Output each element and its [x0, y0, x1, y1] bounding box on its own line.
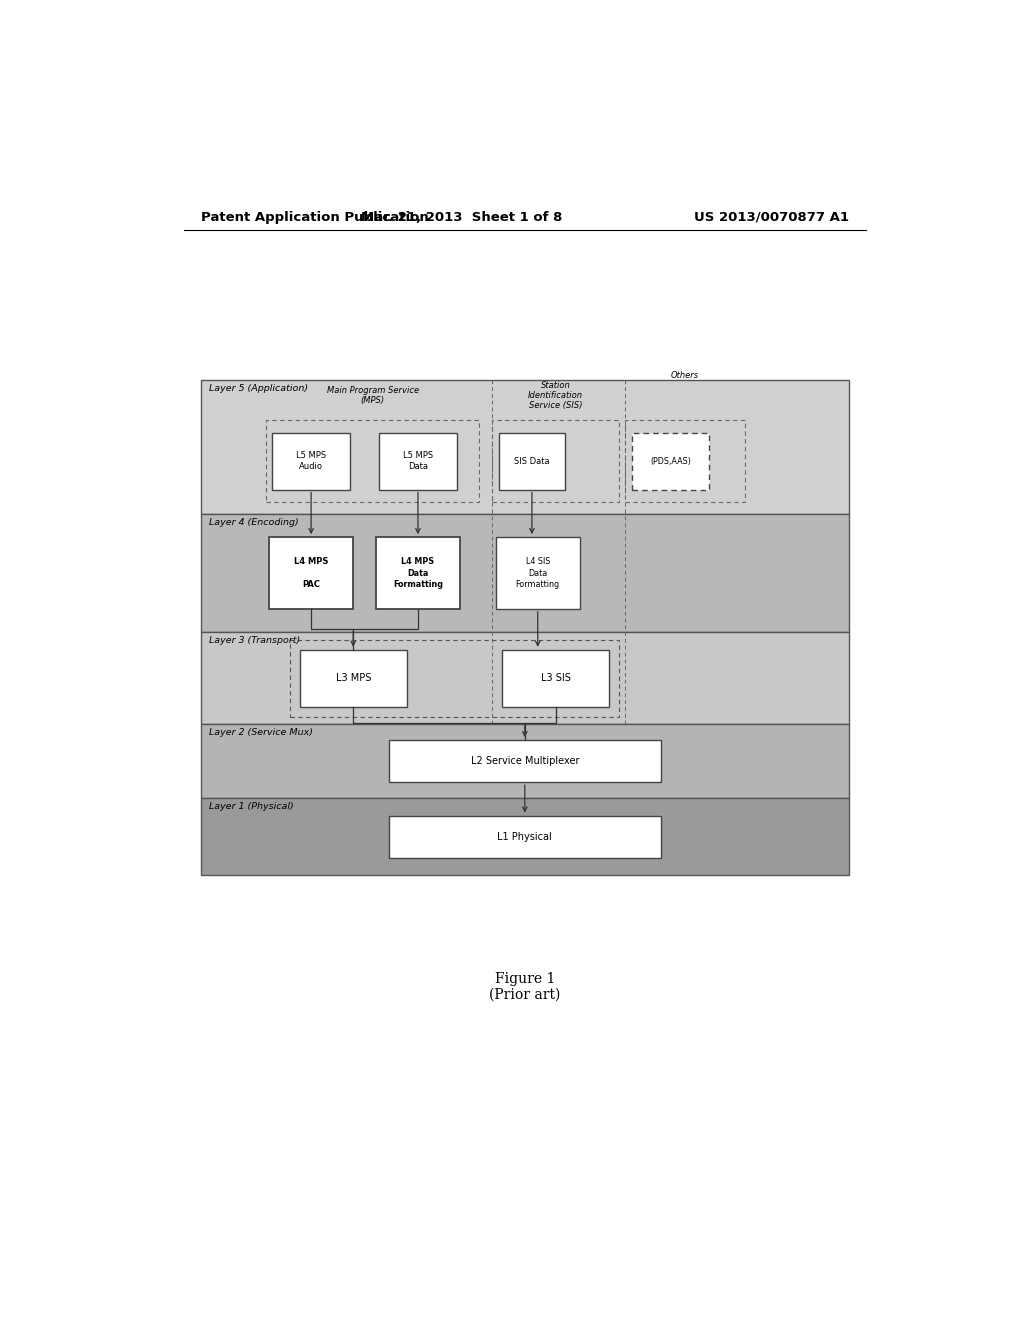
Text: L2 Service Multiplexer: L2 Service Multiplexer — [471, 756, 579, 766]
Text: L5 MPS
Audio: L5 MPS Audio — [296, 451, 327, 471]
Text: Patent Application Publication: Patent Application Publication — [201, 211, 429, 224]
Text: (PDS,AAS): (PDS,AAS) — [650, 457, 691, 466]
Bar — [269, 537, 353, 609]
Bar — [300, 649, 407, 706]
Bar — [290, 640, 618, 717]
Bar — [376, 537, 460, 609]
Text: L4 MPS
Data
Formatting: L4 MPS Data Formatting — [393, 557, 443, 589]
Bar — [632, 433, 710, 490]
Bar — [389, 816, 660, 858]
Text: L1 Physical: L1 Physical — [498, 832, 552, 842]
Bar — [272, 433, 350, 490]
Bar — [201, 632, 849, 723]
Text: L5 MPS
Data: L5 MPS Data — [402, 451, 433, 471]
Bar — [379, 433, 457, 490]
Text: Station
Identification
Service (SIS): Station Identification Service (SIS) — [528, 380, 583, 411]
Text: US 2013/0070877 A1: US 2013/0070877 A1 — [693, 211, 849, 224]
Bar — [201, 799, 849, 875]
Text: Main Program Service
(MPS): Main Program Service (MPS) — [327, 385, 419, 405]
Bar — [502, 649, 609, 706]
Text: Mar. 21, 2013  Sheet 1 of 8: Mar. 21, 2013 Sheet 1 of 8 — [360, 211, 562, 224]
Text: L4 MPS

PAC: L4 MPS PAC — [294, 557, 329, 589]
Bar — [201, 380, 849, 513]
Text: Others: Others — [671, 371, 699, 380]
Text: L4 SIS
Data
Formatting: L4 SIS Data Formatting — [516, 557, 560, 589]
Text: Figure 1: Figure 1 — [495, 972, 555, 986]
Bar — [201, 723, 849, 799]
Text: Layer 3 (Transport): Layer 3 (Transport) — [209, 636, 300, 645]
Text: (Prior art): (Prior art) — [489, 987, 560, 1002]
Bar — [266, 420, 479, 502]
Bar — [626, 420, 745, 502]
Text: Layer 5 (Application): Layer 5 (Application) — [209, 384, 308, 393]
Bar — [496, 537, 580, 609]
Bar — [493, 420, 618, 502]
Text: Layer 2 (Service Mux): Layer 2 (Service Mux) — [209, 729, 313, 737]
Bar — [499, 433, 565, 490]
Text: Layer 4 (Encoding): Layer 4 (Encoding) — [209, 517, 299, 527]
Text: SIS Data: SIS Data — [514, 457, 550, 466]
Text: Layer 1 (Physical): Layer 1 (Physical) — [209, 803, 294, 812]
Text: L3 SIS: L3 SIS — [541, 673, 570, 684]
Bar — [389, 741, 660, 783]
Bar — [201, 513, 849, 632]
Text: L3 MPS: L3 MPS — [336, 673, 371, 684]
